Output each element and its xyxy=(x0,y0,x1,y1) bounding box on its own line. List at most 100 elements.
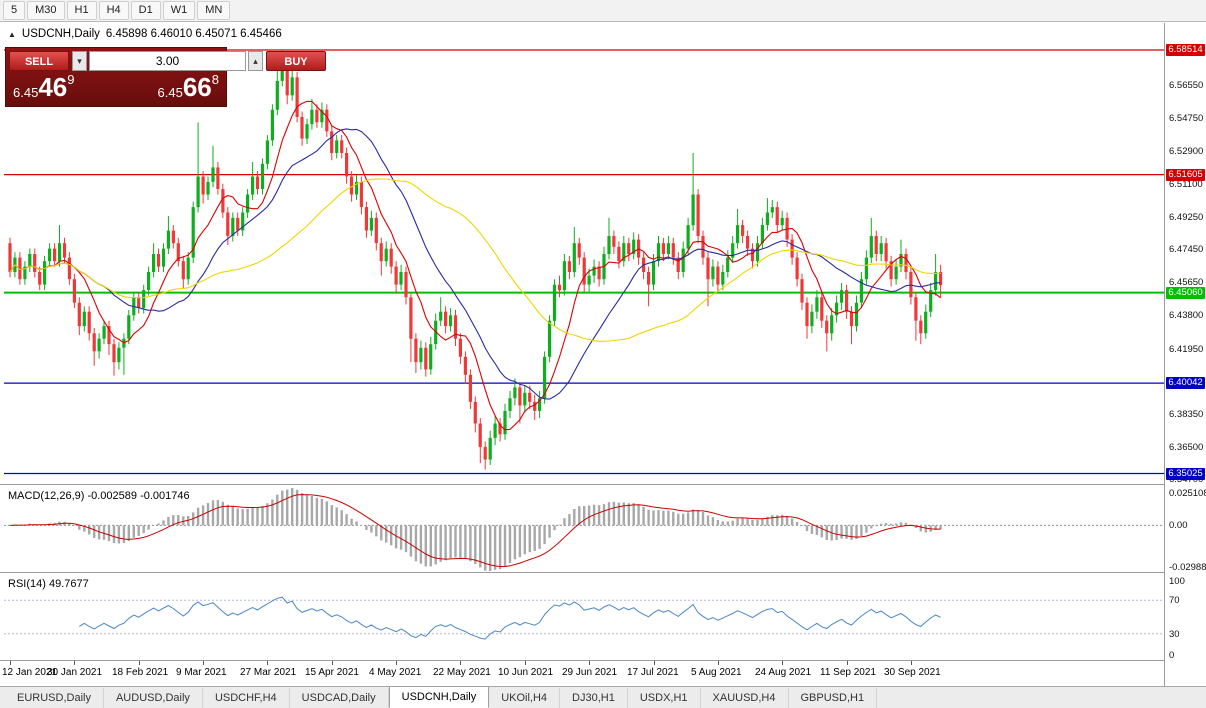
tab-ukoil-h4[interactable]: UKOil,H4 xyxy=(489,688,561,708)
date-tick xyxy=(589,661,590,665)
tab-usdx-h1[interactable]: USDX,H1 xyxy=(628,688,701,708)
price-level-badge: 6.45060 xyxy=(1166,287,1205,299)
date-axis-label: 18 Feb 2021 xyxy=(112,667,169,678)
date-axis-label: 4 May 2021 xyxy=(369,667,422,678)
date-tick xyxy=(332,661,333,665)
date-tick xyxy=(267,661,268,665)
date-axis-label: 11 Sep 2021 xyxy=(820,667,876,678)
date-axis-label: 12 Jan 2021 xyxy=(2,667,58,678)
tab-usdcad-daily[interactable]: USDCAD,Daily xyxy=(290,688,389,708)
date-tick xyxy=(139,661,140,665)
symbol-tab-bar: EURUSD,Daily AUDUSD,Daily USDCHF,H4 USDCAD,… xyxy=(0,686,1206,708)
price-axis-label: 6.47450 xyxy=(1169,244,1204,255)
date-tick xyxy=(847,661,848,665)
date-axis-label: 24 Aug 2021 xyxy=(755,667,812,678)
date-axis: 12 Jan 2021 30 Jan 2021 18 Feb 2021 9 Mar 2… xyxy=(0,661,1164,682)
price-axis-border xyxy=(1164,23,1165,686)
date-tick xyxy=(911,661,912,665)
macd-canvas[interactable] xyxy=(4,487,1164,571)
ohlc-values: 6.45898 6.46010 6.45071 6.45466 xyxy=(105,28,282,40)
one-click-panel-collapse-icon[interactable]: ▲ xyxy=(8,29,16,39)
date-axis-label: 22 May 2021 xyxy=(433,667,491,678)
volume-increase-button[interactable]: ▴ xyxy=(248,51,263,71)
price-axis-label: 6.43800 xyxy=(1169,310,1204,321)
tab-usdchf-h4[interactable]: USDCHF,H4 xyxy=(203,688,290,708)
tab-gbpusd-h1[interactable]: GBPUSD,H1 xyxy=(789,688,878,708)
price-axis-label: 6.36500 xyxy=(1169,442,1204,453)
price-axis-label: 6.45650 xyxy=(1169,277,1204,288)
main-chart-canvas[interactable] xyxy=(4,25,1164,483)
timeframe-button-h4[interactable]: H4 xyxy=(98,1,129,20)
date-tick xyxy=(782,661,783,665)
tab-dj30-h1[interactable]: DJ30,H1 xyxy=(560,688,628,708)
tab-usdcnh-daily[interactable]: USDCNH,Daily xyxy=(388,686,490,708)
timeframe-toolbar: 5 M30 H1 H4 D1 W1 MN xyxy=(0,0,1206,22)
macd-axis-label: -0.02988 xyxy=(1169,562,1206,573)
rsi-axis-label: 100 xyxy=(1169,576,1185,587)
price-axis-label: 6.54750 xyxy=(1169,113,1204,124)
price-level-badge: 6.58514 xyxy=(1166,44,1205,56)
buy-price-sup: 8 xyxy=(211,72,219,87)
date-axis-label: 15 Apr 2021 xyxy=(305,667,359,678)
timeframe-button-h1[interactable]: H1 xyxy=(66,1,97,20)
sell-price-sup: 9 xyxy=(67,72,75,87)
sell-button[interactable]: SELL xyxy=(9,51,69,71)
timeframe-button-d1[interactable]: D1 xyxy=(130,1,161,20)
price-axis-label: 6.51100 xyxy=(1169,179,1203,190)
price-level-badge: 6.35025 xyxy=(1166,468,1205,480)
panel-splitter[interactable] xyxy=(0,572,1206,573)
date-axis-label: 10 Jun 2021 xyxy=(498,667,554,678)
price-axis-label: 6.38350 xyxy=(1169,409,1204,420)
one-click-trading-panel: SELL ▾ ▴ BUY 6.45 46 9 6.45 66 8 xyxy=(5,47,326,107)
price-axis-label: 6.52900 xyxy=(1169,146,1204,157)
date-tick xyxy=(654,661,655,665)
timeframe-button-5[interactable]: 5 xyxy=(3,1,26,20)
date-tick xyxy=(525,661,526,665)
rsi-canvas[interactable] xyxy=(4,575,1164,659)
buy-price-prefix: 6.45 xyxy=(157,85,183,100)
date-axis-label: 17 Jul 2021 xyxy=(627,667,679,678)
date-tick xyxy=(10,661,11,665)
buy-button[interactable]: BUY xyxy=(266,51,326,71)
symbol-period-label: USDCNH,Daily xyxy=(21,28,100,40)
panel-splitter[interactable] xyxy=(0,660,1206,661)
date-axis-label: 29 Jun 2021 xyxy=(562,667,618,678)
rsi-axis-label: 30 xyxy=(1169,629,1180,640)
rsi-axis-label: 0 xyxy=(1169,650,1175,661)
rsi-axis-label: 70 xyxy=(1169,595,1180,606)
volume-input[interactable] xyxy=(89,51,246,71)
volume-decrease-button[interactable]: ▾ xyxy=(72,51,87,71)
price-level-badge: 6.40042 xyxy=(1166,377,1205,389)
timeframe-button-mn[interactable]: MN xyxy=(197,1,231,20)
panel-splitter[interactable] xyxy=(0,484,1206,485)
date-axis-label: 27 Mar 2021 xyxy=(240,667,297,678)
macd-axis-label: 0.00 xyxy=(1169,520,1188,531)
date-tick xyxy=(203,661,204,665)
date-axis-label: 30 Jan 2021 xyxy=(47,667,103,678)
date-tick xyxy=(396,661,397,665)
tab-xauusd-h4[interactable]: XAUUSD,H4 xyxy=(701,688,789,708)
rsi-indicator-label: RSI(14) 49.7677 xyxy=(8,578,89,590)
date-tick xyxy=(74,661,75,665)
macd-indicator-label: MACD(12,26,9) -0.002589 -0.001746 xyxy=(8,490,190,502)
date-axis-label: 5 Aug 2021 xyxy=(691,667,742,678)
buy-price-main: 66 xyxy=(182,72,212,102)
price-axis: 6.56550 6.54750 6.52900 6.51100 6.49250 6.474… xyxy=(1165,23,1206,686)
sell-price: 6.45 46 9 xyxy=(13,73,74,103)
sell-price-main: 46 xyxy=(38,72,68,102)
price-axis-label: 6.49250 xyxy=(1169,212,1204,223)
sell-price-prefix: 6.45 xyxy=(13,85,39,100)
date-tick xyxy=(718,661,719,665)
chart-title: ▲ USDCNH,Daily 6.45898 6.46010 6.45071 6… xyxy=(8,28,282,40)
macd-axis-label: 0.025108 xyxy=(1169,488,1206,499)
tab-eurusd-daily[interactable]: EURUSD,Daily xyxy=(5,688,104,708)
date-axis-label: 9 Mar 2021 xyxy=(176,667,227,678)
chart-window: ▲ USDCNH,Daily 6.45898 6.46010 6.45071 6… xyxy=(0,23,1206,686)
buy-price: 6.45 66 8 xyxy=(158,73,219,103)
tab-audusd-daily[interactable]: AUDUSD,Daily xyxy=(104,688,203,708)
timeframe-button-m30[interactable]: M30 xyxy=(27,1,65,20)
timeframe-button-w1[interactable]: W1 xyxy=(162,1,196,20)
date-axis-label: 30 Sep 2021 xyxy=(884,667,941,678)
date-tick xyxy=(460,661,461,665)
price-level-badge: 6.51605 xyxy=(1166,169,1205,181)
